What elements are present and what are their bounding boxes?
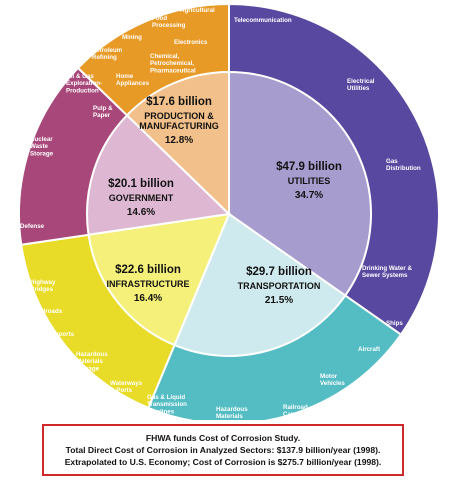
outer-item-label-mining: Mining <box>122 34 142 41</box>
outer-item-label-hazardous-materials-transport: HazardousMaterialsTransport <box>216 406 248 420</box>
outer-item-label-telecommunication: Telecommunication <box>234 17 292 24</box>
sector-percent-transportation: 21.5% <box>265 295 293 306</box>
outer-item-label-food-processing: Food Processing <box>152 15 186 29</box>
sector-percent-government: 14.6% <box>127 207 155 218</box>
sector-percent-utilities: 34.7% <box>295 190 323 201</box>
outer-item-label-drinking-water-sewer-systems: Drinking Water & Sewer Systems <box>362 265 412 279</box>
outer-item-label-waterways-ports: Waterways & Ports <box>110 380 143 394</box>
inner-wedge-utilities <box>228 70 372 297</box>
inner-wedge-transportation <box>173 212 347 357</box>
caption-line-2: Total Direct Cost of Corrosion in Analyz… <box>65 445 381 455</box>
inner-pie-labels: $47.9 billion UTILITIES 34.7% $29.7 billion… <box>107 96 342 306</box>
outer-item-label-nuclear-waste-storage: Nuclear Waste Storage <box>30 136 54 157</box>
outer-item-label-gas-liquid-transmission-pipelines: Gas & Liquid Transmission Pipelines <box>147 394 187 415</box>
sector-value-utilities: $47.9 billion <box>276 161 342 173</box>
sector-percent-production-manufacturing: 12.8% <box>165 135 193 146</box>
caption-line-1: FHWA funds Cost of Corrosion Study. <box>145 433 301 443</box>
inner-wedge-production-manufacturing <box>125 70 230 217</box>
outer-item-label-chemical-petrochemical-pharmaceutical: Chemical, Petrochemical, Pharmaceutical <box>150 53 196 74</box>
sector-value-government: $20.1 billion <box>108 178 174 190</box>
sector-name-transportation: TRANSPORTATION <box>238 281 321 291</box>
outer-item-label-defense: Defense <box>20 223 45 230</box>
outer-item-label-electrical-utilities: Electrical Utilities <box>347 78 375 92</box>
sector-percent-infrastructure: 16.4% <box>134 293 162 304</box>
sector-name-infrastructure: INFRASTRUCTURE <box>107 279 190 289</box>
sector-value-production-manufacturing: $17.6 billion <box>146 96 212 108</box>
outer-item-label-aircraft: Aircraft <box>358 346 380 353</box>
caption-box: FHWA funds Cost of Corrosion Study. Tota… <box>42 424 404 476</box>
outer-item-label-hazardous-materials-storage: Hazardous Materials Storage <box>76 351 108 372</box>
sector-name-government: GOVERNMENT <box>109 193 174 203</box>
outer-item-label-home-appliances: Home Appliances <box>116 73 150 87</box>
sector-value-infrastructure: $22.6 billion <box>115 264 181 276</box>
sector-name-production-manufacturing: PRODUCTION & MANUFACTURING <box>139 111 219 131</box>
sector-name-utilities: UTILITIES <box>288 176 331 186</box>
caption-line-3: Extrapolated to U.S. Economy; Cost of Co… <box>64 457 382 467</box>
outer-item-label-electronics: Electronics <box>174 39 208 46</box>
outer-item-label-oil-gas-exploration-production: Oil & Gas Exploration-Production <box>66 73 102 94</box>
inner-wedge-government <box>86 113 232 236</box>
outer-item-label-railroad-cars: Railroad Cars <box>283 404 308 418</box>
outer-item-label-railroads: Railroads <box>34 308 63 315</box>
outer-item-label-motor-vehicles: Motor Vehicles <box>320 373 345 387</box>
outer-item-label-petroleum-refining: Petroleum Refining <box>92 47 123 61</box>
inner-pie-group <box>86 70 372 357</box>
outer-item-label-gas-distribution: Gas Distribution <box>386 158 421 172</box>
outer-item-label-ships: Ships <box>386 320 403 327</box>
inner-wedge-infrastructure <box>87 212 231 347</box>
outer-item-label-highway-bridges: Highway Bridges <box>30 279 56 293</box>
outer-item-label-agricultural: Agricultural <box>180 7 215 14</box>
outer-item-label-pulp-paper: Pulp & Paper <box>93 105 113 119</box>
sector-value-transportation: $29.7 billion <box>246 266 312 278</box>
outer-item-label-airports: Airports <box>50 331 75 338</box>
pie-chart-svg: Telecommunication Electrical Utilities Gas D… <box>18 2 440 420</box>
outer-ring-labels: Telecommunication Electrical Utilities Gas D… <box>20 7 421 420</box>
